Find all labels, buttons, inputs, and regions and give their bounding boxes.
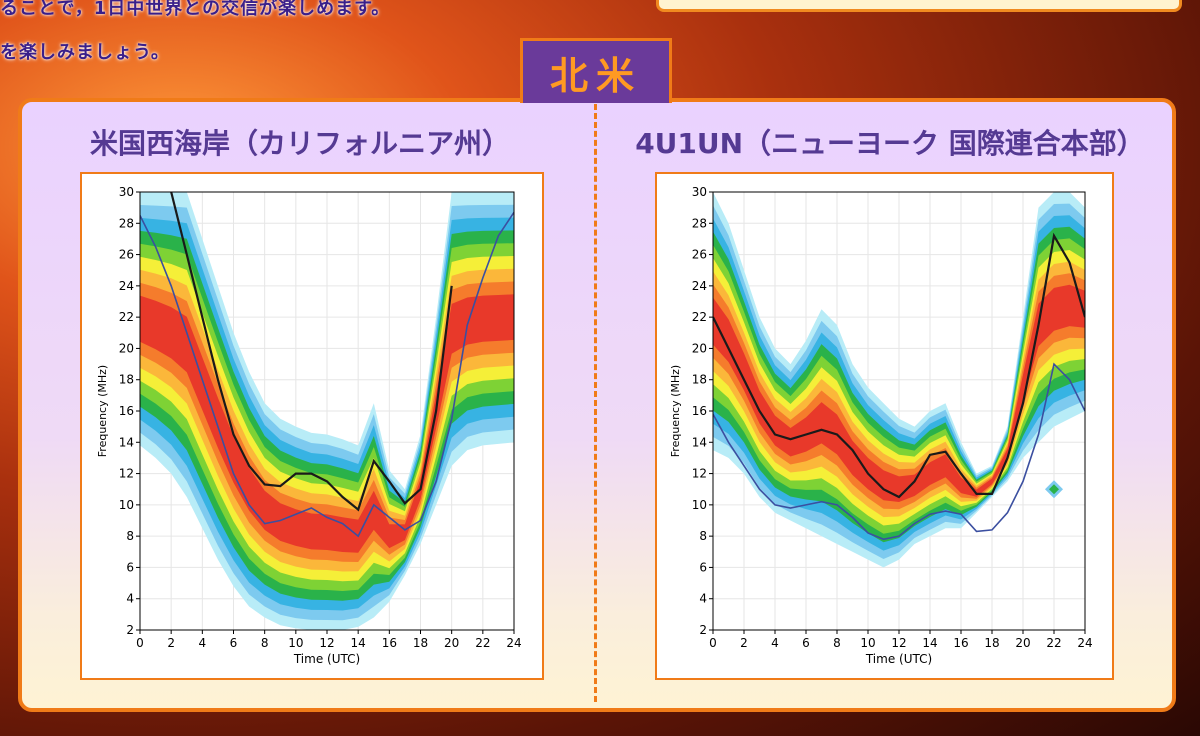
y-tick-label: 6 (126, 560, 134, 574)
x-tick-label: 0 (136, 636, 144, 650)
y-tick-label: 14 (119, 435, 134, 449)
y-tick-label: 22 (119, 310, 134, 324)
x-tick-label: 8 (833, 636, 841, 650)
x-tick-label: 0 (709, 636, 717, 650)
x-tick-label: 8 (261, 636, 269, 650)
header-text-line-2: を楽しみましょう。 (0, 42, 170, 63)
y-tick-label: 12 (692, 467, 707, 481)
x-axis-label: Time (UTC) (865, 652, 932, 666)
x-tick-label: 10 (860, 636, 875, 650)
y-tick-label: 28 (692, 216, 707, 230)
y-tick-label: 4 (699, 592, 707, 606)
y-tick-label: 10 (692, 498, 707, 512)
y-tick-label: 26 (119, 248, 134, 262)
y-axis-label: Frequency (MHz) (669, 365, 682, 457)
series-line-2 (140, 211, 514, 538)
x-tick-label: 16 (382, 636, 397, 650)
series-line-1 (170, 192, 453, 512)
contour-island-core (1049, 484, 1059, 495)
y-tick-label: 30 (119, 185, 134, 199)
chart-west-coast: 0 2 4 6 8 10 12 14 16 18 20 22 242468101214161820222… (96, 185, 522, 666)
x-tick-label: 20 (444, 636, 459, 650)
series-line-1 (713, 232, 1085, 499)
region-label: 北米 (549, 53, 642, 98)
y-tick-label: 8 (699, 529, 707, 543)
x-tick-label: 22 (475, 636, 490, 650)
x-tick-label: 18 (413, 636, 428, 650)
chart-frame-west-coast: 0 2 4 6 8 10 12 14 16 18 20 22 24 2 4 6 8 10 12 14 16 18 20 22 2… (80, 172, 544, 680)
x-tick-label: 12 (319, 636, 334, 650)
x-tick-label: 2 (167, 636, 175, 650)
x-tick-label: 22 (1046, 636, 1061, 650)
x-tick-label: 10 (288, 636, 303, 650)
y-tick-label: 16 (692, 404, 707, 418)
y-tick-label: 12 (119, 467, 134, 481)
y-tick-label: 4 (126, 592, 134, 606)
x-tick-label: 14 (351, 636, 366, 650)
chart-4u1un: 0 2 4 6 8 10 12 14 16 18 20 22 242468101214161820222… (669, 185, 1093, 666)
y-tick-label: 26 (692, 248, 707, 262)
y-tick-label: 30 (692, 185, 707, 199)
y-tick-label: 20 (119, 341, 134, 355)
y-tick-label: 6 (699, 560, 707, 574)
top-info-box (656, 0, 1182, 12)
contour-bands (713, 192, 1085, 568)
contour-level-9 (713, 284, 1085, 502)
series-line-2 (713, 362, 1085, 541)
y-tick-label: 28 (119, 216, 134, 230)
y-tick-label: 2 (699, 623, 707, 637)
panel-divider (594, 104, 597, 702)
y-tick-label: 24 (692, 279, 707, 293)
region-tab: 北米 (520, 38, 672, 103)
x-tick-label: 18 (984, 636, 999, 650)
chart-frame-4u1un: 0 2 4 6 8 10 12 14 16 18 20 22 24 2 4 6 8 10 12 14 16 18 20 22 2… (655, 172, 1114, 680)
y-tick-label: 10 (119, 498, 134, 512)
y-tick-label: 16 (119, 404, 134, 418)
x-tick-label: 12 (891, 636, 906, 650)
y-tick-label: 18 (692, 373, 707, 387)
y-tick-label: 20 (692, 341, 707, 355)
y-tick-label: 22 (692, 310, 707, 324)
header-text-line-1: ることで，1日中世界との交信が楽しめます。 (0, 0, 391, 19)
x-tick-label: 24 (1077, 636, 1092, 650)
x-tick-label: 4 (771, 636, 779, 650)
y-axis-label: Frequency (MHz) (96, 365, 109, 457)
y-tick-label: 8 (126, 529, 134, 543)
x-tick-label: 2 (740, 636, 748, 650)
x-tick-label: 6 (230, 636, 238, 650)
x-tick-label: 14 (922, 636, 937, 650)
y-tick-label: 14 (692, 435, 707, 449)
x-tick-label: 4 (199, 636, 207, 650)
y-tick-label: 2 (126, 623, 134, 637)
y-tick-label: 24 (119, 279, 134, 293)
x-tick-label: 16 (953, 636, 968, 650)
chart-title-4u1un: 4U1UN（ニューヨーク 国際連合本部） (635, 127, 1145, 160)
chart-title-west-coast: 米国西海岸（カリフォルニア州） (89, 127, 510, 160)
x-tick-label: 20 (1015, 636, 1030, 650)
x-tick-label: 6 (802, 636, 810, 650)
x-axis-label: Time (UTC) (293, 652, 360, 666)
y-tick-label: 18 (119, 373, 134, 387)
x-tick-label: 24 (506, 636, 521, 650)
